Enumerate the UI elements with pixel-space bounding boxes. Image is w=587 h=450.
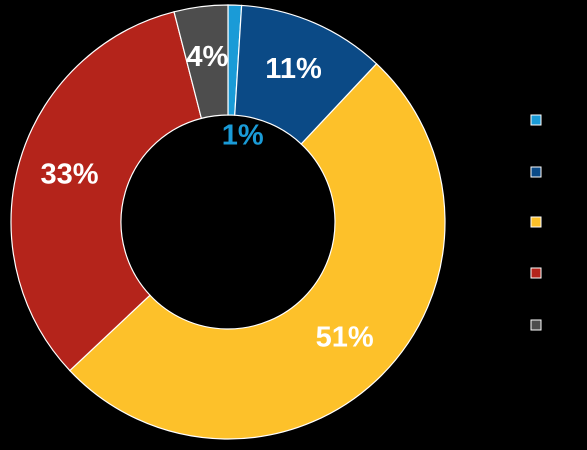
legend-swatch <box>530 166 542 178</box>
donut-slice <box>10 11 203 372</box>
data-label: 51% <box>316 321 374 353</box>
legend-swatch <box>530 319 542 331</box>
legend-swatch <box>530 114 542 126</box>
data-label: 4% <box>186 41 228 73</box>
data-label: 33% <box>41 159 99 191</box>
donut-slice <box>68 62 446 440</box>
data-label: 11% <box>265 53 322 85</box>
legend-swatch <box>530 216 542 228</box>
data-label: 1% <box>222 120 264 152</box>
legend-swatch <box>530 267 542 279</box>
donut-slice <box>173 4 229 120</box>
